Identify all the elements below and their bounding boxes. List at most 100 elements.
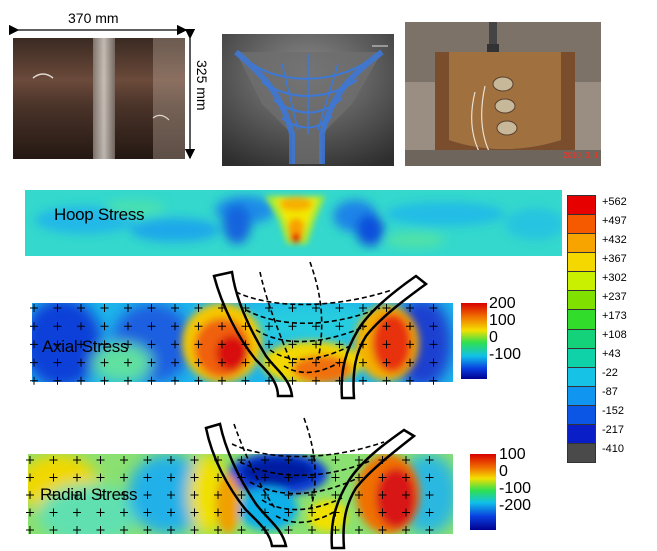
grid-cross [402,491,410,499]
grid-cross [355,526,363,534]
grid-cross [355,508,363,517]
hoop-stress-contour [25,190,562,256]
hoop-colorbar-swatch [568,272,595,292]
hoop-colorbar-swatch [568,386,595,406]
hoop-colorbar-tick-label: +237 [602,291,627,303]
grid-cross [147,340,156,349]
grid-cross [382,358,391,367]
hoop-stress-map [25,190,562,256]
grid-cross [120,526,128,534]
grid-cross [382,304,391,312]
grid-cross [171,304,179,312]
grid-cross [143,456,152,464]
grid-cross [241,322,250,331]
grid-cross [53,322,62,331]
grid-cross [26,456,34,464]
grid-cross [382,376,391,385]
grid-cross [53,376,62,385]
grid-cross [167,456,175,464]
grid-cross [49,456,58,464]
grid-cross [284,491,293,499]
grid-cross [331,473,340,482]
grid-cross [194,376,203,385]
grid-cross [425,456,434,464]
grid-cross [26,491,34,499]
grid-cross [53,340,62,349]
grid-cross [406,322,414,331]
grid-cross [73,473,81,482]
specimen-image [13,38,185,159]
hoop-colorbar [567,195,596,463]
axial-colorbar-tick-label: 0 [489,329,498,346]
grid-cross [425,491,434,499]
hoop-colorbar-tick-label: +108 [602,329,627,341]
grid-cross [378,508,387,517]
grid-cross [402,526,410,534]
grid-cross [147,304,156,312]
grid-cross [49,526,58,534]
grid-cross [261,456,269,464]
grid-cross [355,491,363,499]
hoop-colorbar-tick-label: -87 [602,386,618,398]
grid-cross [335,304,344,312]
hoop-colorbar-tick-label: +173 [602,310,627,322]
grid-cross [331,491,340,499]
hoop-colorbar-tick-label: -217 [602,424,625,436]
hoop-colorbar-tick-label: +497 [602,215,627,227]
radial-colorbar-tick-label: -100 [499,480,532,497]
axial-colorbar-tick-label: 100 [489,312,516,329]
grid-cross [402,473,410,482]
grid-cross [406,340,414,349]
axial-colorbar-tick-label: 200 [489,295,516,312]
grid-cross [194,358,203,367]
hoop-colorbar-swatch [568,196,595,216]
grid-cross [429,358,438,367]
grid-cross [120,456,128,464]
grid-cross [429,304,438,312]
grid-cross [312,304,320,312]
grid-cross [53,358,62,367]
grid-cross [124,322,132,331]
grid-cross [120,491,128,499]
grid-cross [100,358,109,367]
axial-stress-label: Axial Stress [42,337,129,356]
grid-cross [194,304,203,312]
grid-cross [171,376,179,385]
grid-cross [237,526,246,534]
grid-cross [77,340,85,349]
grid-cross [237,508,246,517]
grid-cross [355,473,363,482]
hoop-colorbar-swatch [568,310,595,330]
radial-colorbar-tick-label: 100 [499,446,526,463]
hoop-colorbar-swatch [568,329,595,349]
grid-cross [120,473,128,482]
dimension-lines [8,24,196,160]
hoop-colorbar-tick-label: -22 [602,367,618,379]
hoop-colorbar-swatch [568,367,595,387]
grid-cross [308,526,316,534]
grid-cross [190,508,199,517]
weld-macro-image [222,34,394,166]
radial-colorbar-tick-label: 0 [499,463,508,480]
grid-cross [284,456,293,464]
grid-cross [241,358,250,367]
hoop-colorbar-tick-label: -410 [602,443,625,455]
grid-cross [30,340,38,349]
grid-cross [335,322,344,331]
grid-cross [359,358,367,367]
hoop-colorbar-tick-label: +367 [602,253,627,265]
hoop-colorbar-tick-label: +302 [602,272,627,284]
grid-cross [237,491,246,499]
grid-cross [425,526,434,534]
axial-measurement-grid [30,304,438,385]
grid-cross [49,491,58,499]
grid-cross [425,508,434,517]
grid-cross [30,322,38,331]
grid-cross [26,473,34,482]
radial-measurement-grid [26,456,434,534]
grid-cross [100,376,109,385]
specimen-photo [13,38,185,159]
grid-cross [312,358,320,367]
grid-cross [308,508,316,517]
